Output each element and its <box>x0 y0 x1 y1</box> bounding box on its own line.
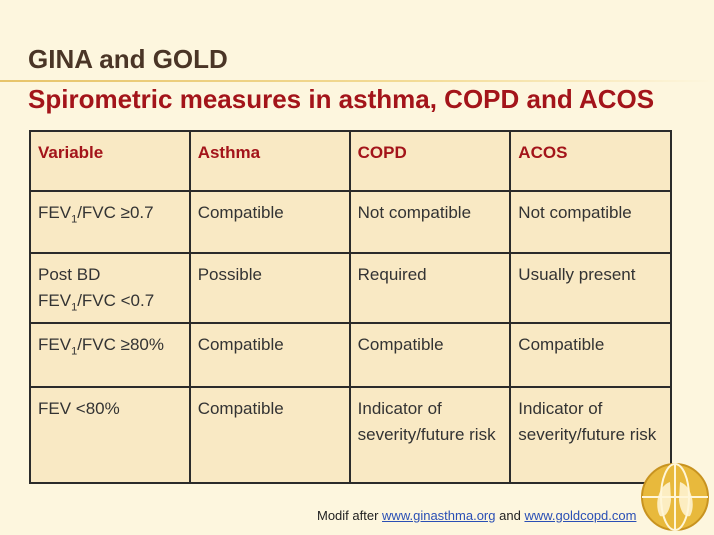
table-row: FEV1/FVC ≥80% Compatible Compatible Compati… <box>29 322 672 388</box>
subscript: 1 <box>71 345 78 358</box>
cell-text: /FVC ≥0.7 <box>77 203 154 222</box>
table-row: FEV <80% Compatible Indicator of severity/… <box>29 386 672 484</box>
cell-text: FEV <box>38 335 72 354</box>
footer-text: and <box>499 508 521 523</box>
table-cell: Compatible <box>509 322 672 388</box>
table-cell: FEV1/FVC ≥80% <box>29 322 191 388</box>
header-cell: ACOS <box>509 130 672 192</box>
table-cell: FEV1/FVC ≥0.7 <box>29 190 191 254</box>
cell-text: FEV <box>38 203 72 222</box>
spirometry-table: Variable Asthma COPD ACOS FEV1/FVC ≥0.7 Compa… <box>29 130 672 484</box>
cell-text: Post BD FEV <box>38 265 101 310</box>
header-cell: Variable <box>29 130 191 192</box>
logo <box>641 463 709 531</box>
table-cell: Usually present <box>509 252 672 324</box>
link[interactable]: www.goldcopd.com <box>524 508 637 523</box>
link[interactable]: www.ginasthma.org <box>382 508 496 523</box>
title-rule <box>0 80 714 82</box>
table-cell: Indicator of severity/future risk <box>348 386 512 484</box>
table-cell: Indicator of severity/future risk <box>509 386 672 484</box>
table-cell: FEV <80% <box>29 386 191 484</box>
cell-text: /FVC ≥80% <box>77 335 164 354</box>
table-row: Post BD FEV1/FVC <0.7 Possible Required Usu… <box>29 252 672 324</box>
slide-subtitle: Spirometric measures in asthma, COPD and… <box>28 84 655 114</box>
footer: Modif after www.ginasthma.org and www.go… <box>317 508 636 523</box>
table-cell: Not compatible <box>348 190 512 254</box>
table-cell: Compatible <box>188 190 351 254</box>
table-cell: Possible <box>188 252 351 324</box>
cell-text: /FVC <0.7 <box>77 291 155 310</box>
header-cell: COPD <box>348 130 512 192</box>
table-cell: Post BD FEV1/FVC <0.7 <box>29 252 191 324</box>
footer-text: Modif after <box>317 508 379 523</box>
table-cell: Compatible <box>188 322 351 388</box>
table-cell: Required <box>348 252 512 324</box>
subscript: 1 <box>71 301 78 314</box>
header-row: Variable Asthma COPD ACOS <box>29 130 672 192</box>
table-cell: Compatible <box>188 386 351 484</box>
table-row: FEV1/FVC ≥0.7 Compatible Not compatible Not… <box>29 190 672 254</box>
subscript: 1 <box>71 213 78 226</box>
header-cell: Asthma <box>188 130 351 192</box>
table-cell: Compatible <box>348 322 512 388</box>
slide-title: GINA and GOLD <box>28 44 228 74</box>
table-cell: Not compatible <box>509 190 672 254</box>
